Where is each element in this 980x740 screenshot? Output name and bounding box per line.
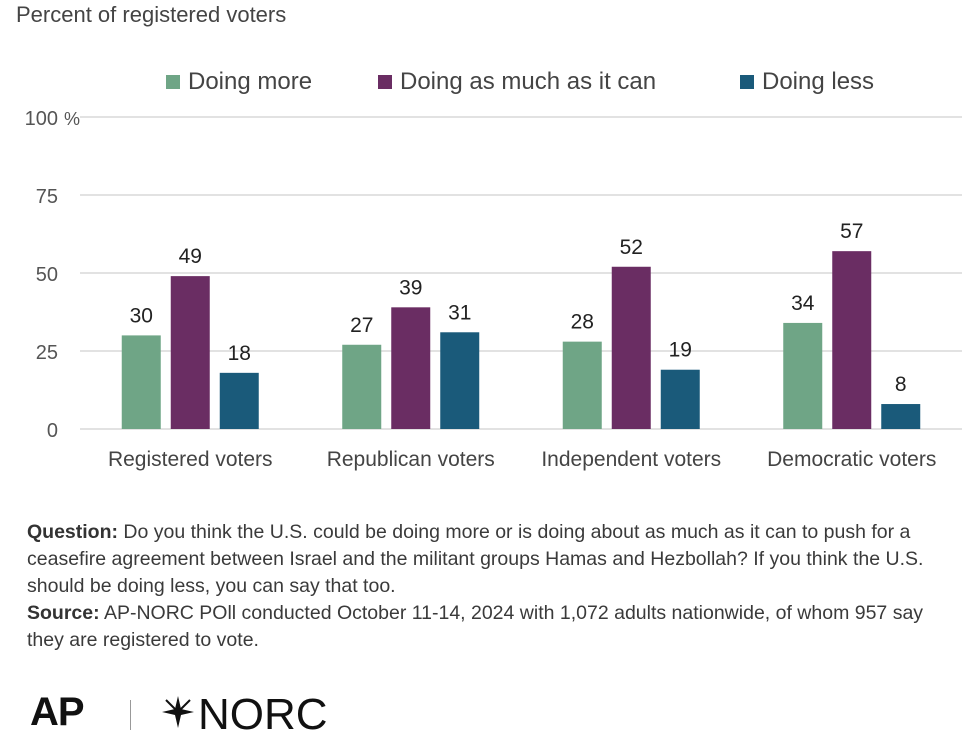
legend-swatch-doing-less bbox=[740, 75, 754, 89]
legend-label-doing-as-much: Doing as much as it can bbox=[400, 68, 657, 95]
source-text: AP-NORC POll conducted October 11-14, 20… bbox=[27, 602, 924, 651]
legend-item-doing-less: Doing less bbox=[740, 68, 874, 96]
source-note: Source: AP-NORC POll conducted October 1… bbox=[27, 600, 947, 654]
bar-registered-voters-1 bbox=[170, 276, 210, 429]
legend-swatch-doing-as-much bbox=[378, 75, 392, 89]
ap-logo: AP bbox=[30, 690, 85, 734]
bar-republican-voters-1 bbox=[391, 307, 431, 429]
data-label: 27 bbox=[350, 314, 373, 337]
y-unit-label: % bbox=[64, 109, 80, 129]
bar-chart: 0 25 50 75 100 % 30 49 18 Registered voters 27 39 31… bbox=[25, 108, 962, 471]
data-label: 49 bbox=[179, 245, 202, 268]
bar-independent-voters-2 bbox=[660, 369, 700, 429]
bar-registered-voters-2 bbox=[219, 372, 259, 429]
data-label: 18 bbox=[228, 342, 251, 365]
bar-independent-voters-0 bbox=[562, 341, 602, 429]
data-label: 39 bbox=[399, 276, 422, 299]
y-tick-label-75: 75 bbox=[36, 186, 58, 208]
bar-democratic-voters-0 bbox=[783, 322, 823, 429]
chart-subtitle: Percent of registered voters bbox=[16, 2, 287, 27]
chart-legend: Doing more Doing as much as it can Doing… bbox=[0, 68, 980, 98]
data-label: 52 bbox=[620, 236, 643, 259]
question-text: Do you think the U.S. could be doing mor… bbox=[27, 521, 924, 597]
bar-democratic-voters-1 bbox=[832, 251, 872, 429]
data-label: 57 bbox=[840, 220, 863, 243]
data-label: 19 bbox=[669, 339, 692, 362]
x-tick-label: Independent voters bbox=[541, 448, 721, 471]
norc-star-icon bbox=[162, 696, 194, 728]
bar-independent-voters-1 bbox=[611, 266, 651, 429]
logo-divider bbox=[130, 700, 131, 730]
question-note: Question: Do you think the U.S. could be… bbox=[27, 519, 947, 600]
bar-democratic-voters-2 bbox=[881, 404, 921, 429]
norc-logo-text: NORC bbox=[198, 690, 328, 739]
question-label: Question: bbox=[27, 521, 118, 543]
y-tick-label-50: 50 bbox=[36, 264, 58, 286]
y-tick-label-100: 100 bbox=[25, 108, 58, 130]
data-label: 31 bbox=[448, 301, 471, 324]
data-label: 8 bbox=[895, 373, 907, 396]
y-tick-label-0: 0 bbox=[47, 420, 58, 442]
x-tick-label: Registered voters bbox=[108, 448, 273, 471]
x-tick-label: Republican voters bbox=[327, 448, 495, 471]
chart-footnote: Question: Do you think the U.S. could be… bbox=[27, 519, 947, 654]
data-label: 30 bbox=[130, 304, 153, 327]
legend-item-doing-more: Doing more bbox=[166, 68, 312, 96]
data-label: 28 bbox=[571, 311, 594, 334]
legend-item-doing-as-much: Doing as much as it can bbox=[378, 68, 656, 96]
bar-republican-voters-0 bbox=[342, 344, 382, 429]
data-label: 34 bbox=[791, 292, 815, 315]
legend-swatch-doing-more bbox=[166, 75, 180, 89]
norc-logo: NORC bbox=[160, 690, 328, 740]
y-tick-label-25: 25 bbox=[36, 342, 58, 364]
x-tick-label: Democratic voters bbox=[767, 448, 936, 471]
bar-republican-voters-2 bbox=[440, 332, 480, 429]
legend-label-doing-more: Doing more bbox=[188, 68, 313, 95]
bar-registered-voters-0 bbox=[121, 335, 161, 429]
source-label: Source: bbox=[27, 602, 100, 624]
legend-label-doing-less: Doing less bbox=[762, 68, 875, 95]
